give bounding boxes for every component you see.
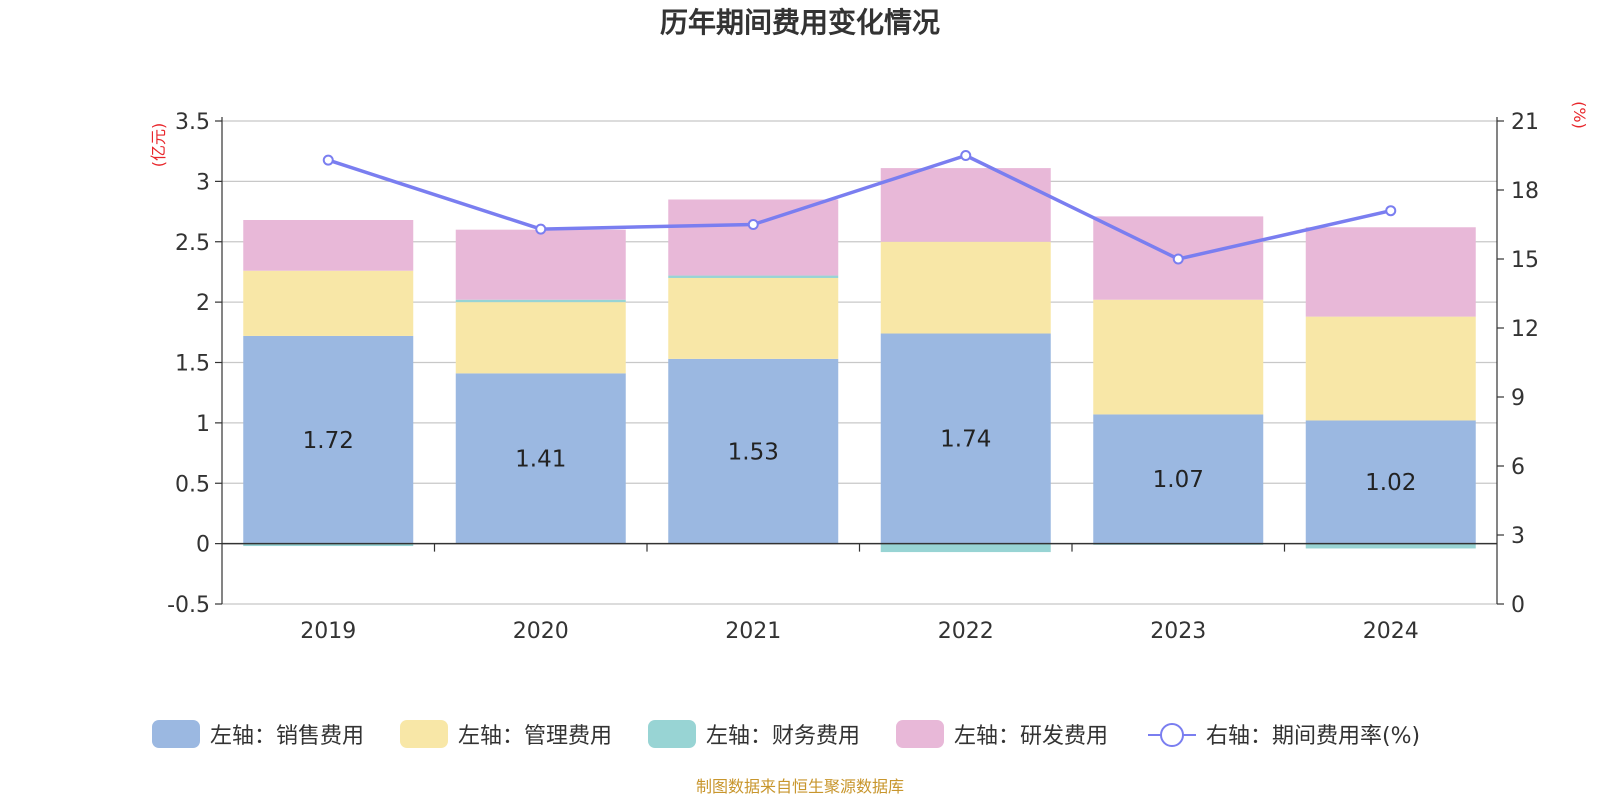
bar-s3-2022	[880, 168, 1051, 242]
left-axis-tick-label: 3.5	[175, 110, 210, 135]
data-label-sales-2023: 1.07	[1153, 467, 1204, 493]
right-axis-tick-label: 3	[1511, 524, 1525, 549]
left-axis-tick-label: 0.5	[175, 472, 210, 497]
bar-s0-2023	[1093, 414, 1264, 544]
legend-label-2: 左轴：财务费用	[706, 724, 860, 749]
axes: -0.5 0 0.5 1 1.5 2 2.5 3 3.5 0 3 6 9 12 15 18 21 2019 2020…	[167, 110, 1539, 644]
rate-point-2019	[322, 154, 334, 166]
bar-s2-2020	[455, 299, 626, 303]
bar-s0-2019	[243, 335, 414, 544]
bar-s1-2023	[1093, 299, 1264, 415]
x-axis-label-2021: 2021	[725, 619, 781, 644]
grid-lines	[222, 120, 1497, 605]
bar-s1-2020	[455, 302, 626, 374]
data-label-sales-2020: 1.41	[515, 446, 566, 472]
x-axis-label-2019: 2019	[300, 619, 356, 644]
left-axis-tick-label: 0	[196, 533, 210, 558]
legend-swatch-2	[648, 720, 696, 748]
right-axis-unit: (%)	[1570, 101, 1589, 129]
legend-label-1: 左轴：管理费用	[458, 724, 612, 749]
rate-point-2023	[1172, 253, 1184, 265]
bar-s1-2022	[880, 241, 1051, 334]
data-label-sales-2021: 1.53	[728, 439, 779, 465]
bar-s2-2019	[243, 543, 414, 547]
data-label-sales-2024: 1.02	[1365, 470, 1416, 496]
data-labels: 1.72 1.41 1.53 1.74 1.07 1.02	[303, 427, 1417, 496]
legend-swatch-0	[152, 720, 200, 748]
left-axis-tick-label: 2.5	[175, 231, 210, 256]
rate-point-2020	[535, 223, 547, 235]
rate-point-2021	[747, 219, 759, 230]
bar-s2-2024	[1305, 543, 1476, 549]
bar-s0-2020	[455, 373, 626, 544]
right-axis-tick-label: 21	[1511, 110, 1539, 135]
right-axis-tick-label: 6	[1511, 455, 1525, 480]
legend-swatch-3	[896, 720, 944, 748]
legend-label-4: 右轴：期间费用率(%)	[1206, 724, 1420, 749]
bar-s3-2021	[668, 199, 839, 276]
legend-label-3: 左轴：研发费用	[954, 724, 1108, 749]
bar-s1-2024	[1305, 316, 1476, 421]
rate-point-2022	[960, 150, 972, 161]
x-axis-label-2020: 2020	[513, 619, 569, 644]
bar-s3-2024	[1305, 227, 1476, 317]
left-axis-tick-label: 1.5	[175, 352, 210, 377]
left-axis-tick-label: 1	[196, 412, 210, 437]
legend-label-0: 左轴：销售费用	[210, 724, 364, 749]
source-note: 制图数据来自恒生聚源数据库	[696, 777, 904, 796]
right-axis-tick-label: 9	[1511, 386, 1525, 411]
right-axis-tick-label: 15	[1511, 248, 1539, 273]
data-label-sales-2019: 1.72	[303, 428, 354, 454]
bar-s2-2021	[668, 275, 839, 278]
bar-s1-2021	[668, 277, 839, 359]
bar-s3-2020	[455, 229, 626, 300]
left-axis-tick-label: 2	[196, 291, 210, 316]
bar-s1-2019	[243, 270, 414, 336]
bar-s0-2021	[668, 358, 839, 544]
bar-s0-2024	[1305, 420, 1476, 544]
left-axis-unit: (亿元)	[149, 123, 168, 168]
bar-series	[243, 168, 1476, 553]
rate-point-2024	[1385, 205, 1397, 217]
rate-line-series	[322, 150, 1397, 265]
right-axis-tick-label: 0	[1511, 593, 1525, 618]
right-axis-tick-label: 18	[1511, 179, 1539, 204]
legend-swatch-1	[400, 720, 448, 748]
legend: 左轴：销售费用 左轴：管理费用 左轴：财务费用 左轴：研发费用 右轴：期间费用率(%)	[152, 720, 1420, 749]
left-axis-tick-label: 3	[196, 170, 210, 195]
chart-title: 历年期间费用变化情况	[660, 6, 940, 39]
data-label-sales-2022: 1.74	[940, 427, 991, 453]
rate-line	[327, 153, 1392, 261]
bar-s0-2022	[880, 333, 1051, 544]
bar-s2-2022	[880, 543, 1051, 553]
x-axis-label-2024: 2024	[1363, 619, 1419, 644]
bar-s3-2019	[243, 220, 414, 271]
x-axis-label-2022: 2022	[938, 619, 994, 644]
x-axis-label-2023: 2023	[1150, 619, 1206, 644]
legend-marker-4	[1160, 723, 1184, 747]
left-axis-tick-label: -0.5	[167, 593, 210, 618]
right-axis-tick-label: 12	[1511, 317, 1539, 342]
